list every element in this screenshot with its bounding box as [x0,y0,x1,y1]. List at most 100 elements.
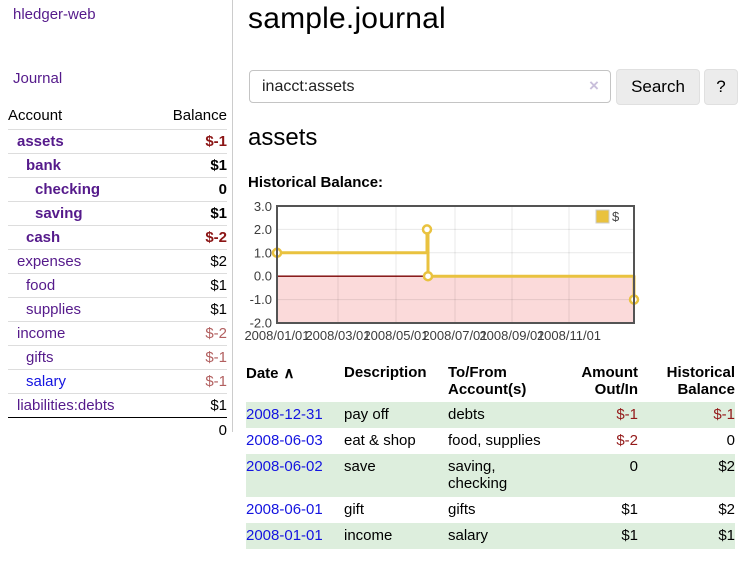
search-input[interactable] [249,70,611,103]
svg-text:3.0: 3.0 [254,200,272,214]
help-button[interactable]: ? [704,69,738,105]
sidebar-account-assets[interactable]: assets [17,133,64,150]
transaction-balance: $-1 [713,406,735,423]
transaction-description: save [344,458,376,475]
balance-column-header: Balance [172,107,227,124]
account-balance: $1 [153,153,227,178]
svg-text:2008/01/01: 2008/01/01 [244,328,309,343]
account-balance: $1 [153,297,227,322]
table-row: supplies $1 [8,297,227,322]
transaction-amount: $1 [621,527,638,544]
svg-text:2008/11/01: 2008/11/01 [537,328,601,343]
register-header-amount: Amount Out/In [581,364,638,398]
account-heading: assets [248,124,318,151]
svg-text:2008/03/01: 2008/03/01 [305,328,370,343]
transaction-balance: $2 [718,458,735,475]
svg-text:2008/07/01: 2008/07/01 [422,328,487,343]
search-button[interactable]: Search [616,69,700,105]
table-row: saving $1 [8,201,227,226]
page-title: sample.journal [248,2,446,35]
svg-text:2008/05/01: 2008/05/01 [363,328,428,343]
accounts-table: Account Balance assets $-1 bank $1 check… [8,104,227,443]
table-row: income $-2 [8,321,227,346]
sidebar-account-food[interactable]: food [26,277,56,294]
transaction-balance: 0 [726,432,735,449]
svg-text:-2.0: -2.0 [250,316,272,331]
table-row: food $1 [8,273,227,298]
sidebar-account-gifts[interactable]: gifts [26,349,54,366]
legend-swatch [595,209,610,224]
table-row: salary $-1 [8,369,227,394]
account-balance: $1 [153,201,227,226]
chart-title: Historical Balance: [248,174,384,191]
svg-text:0.0: 0.0 [254,269,272,284]
account-balance: $-2 [153,225,227,250]
table-row: checking 0 [8,177,227,202]
transaction-description: eat & shop [344,432,416,449]
transaction-balance: $1 [718,527,735,544]
sidebar-account-checking[interactable]: checking [35,181,101,198]
account-balance: $1 [153,273,227,298]
sidebar-divider [232,0,233,432]
sort-ascending-icon: ∧ [283,365,295,382]
transaction-accounts: salary [448,527,489,544]
brand-link[interactable]: hledger-web [13,6,96,23]
account-balance: $-1 [153,369,227,394]
svg-text:2008/09/01: 2008/09/01 [479,328,544,343]
accounts-column-header: Account [8,107,63,124]
x-axis-labels: 2008/01/01 2008/03/01 2008/05/01 2008/07… [244,328,601,343]
sidebar-account-bank[interactable]: bank [26,157,62,174]
transaction-description: income [344,527,393,544]
historical-balance-chart[interactable]: $ 3.0 2.0 1.0 0.0 -1.0 -2.0 2008/01/01 2… [244,200,648,346]
y-axis-labels: 3.0 2.0 1.0 0.0 -1.0 -2.0 [250,200,272,331]
chart-canvas: $ 3.0 2.0 1.0 0.0 -1.0 -2.0 2008/01/01 2… [244,200,640,343]
data-point-markers [271,224,640,305]
transaction-accounts: food, supplies [448,432,541,449]
register-header-accounts: To/From Account(s) [448,364,527,398]
gridlines [277,206,634,323]
table-row: bank $1 [8,153,227,178]
transaction-description: pay off [344,406,389,423]
table-row: 2008-01-01 income salary $1 $1 [246,523,735,549]
table-row: cash $-2 [8,225,227,250]
sidebar-account-income[interactable]: income [17,325,66,342]
account-balance: $-1 [153,345,227,370]
sidebar-account-saving[interactable]: saving [35,205,83,222]
accounts-total-row: 0 [8,417,227,443]
account-balance: $1 [153,393,227,418]
sidebar-account-liabilities-debts[interactable]: liabilities:debts [17,397,115,414]
transaction-balance: $2 [718,501,735,518]
svg-text:1.0: 1.0 [254,245,272,260]
transaction-date-link[interactable]: 2008-06-03 [246,432,323,449]
transaction-accounts: debts [448,406,485,423]
sidebar-account-salary[interactable]: salary [26,373,67,390]
svg-text:2.0: 2.0 [254,222,272,237]
register-table: Date ∧ Description To/From Account(s) Amo… [246,362,735,549]
register-header-description: Description [344,364,427,381]
transaction-date-link[interactable]: 2008-06-02 [246,458,323,475]
transaction-accounts: saving, checking [448,458,508,492]
transaction-date-link[interactable]: 2008-12-31 [246,406,323,423]
transaction-date-link[interactable]: 2008-01-01 [246,527,323,544]
table-row: liabilities:debts $1 [8,393,227,418]
transaction-amount: $1 [621,501,638,518]
table-row: 2008-12-31 pay off debts $-1 $-1 [246,402,735,428]
register-header-date[interactable]: Date ∧ [246,365,295,382]
sidebar-account-expenses[interactable]: expenses [17,253,82,270]
transaction-date-link[interactable]: 2008-06-01 [246,501,323,518]
table-row: 2008-06-01 gift gifts $1 $2 [246,497,735,523]
sidebar-item-journal[interactable]: Journal [13,70,63,87]
account-balance: $-2 [153,321,227,346]
legend-label: $ [612,209,620,224]
table-row: 2008-06-02 save saving, checking 0 $2 [246,454,735,497]
clear-search-icon[interactable]: × [589,76,599,95]
account-balance: $2 [153,249,227,274]
svg-text:-1.0: -1.0 [250,292,272,307]
transaction-amount: 0 [629,458,638,475]
sidebar-account-supplies[interactable]: supplies [26,301,82,318]
plot-border [276,205,635,324]
sidebar-account-cash[interactable]: cash [26,229,61,246]
accounts-total: 0 [153,417,227,443]
transaction-accounts: gifts [448,501,476,518]
